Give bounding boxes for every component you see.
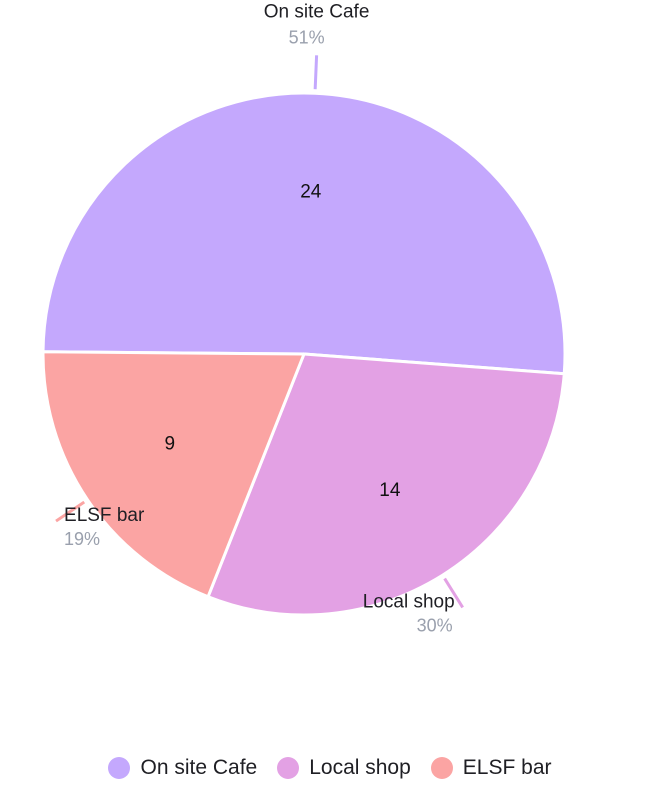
slice-value-label: 14 [379,480,401,501]
slice-value-label: 24 [300,181,322,202]
pie-slice[interactable] [41,91,567,376]
callout-category-label: On site Cafe [264,1,370,22]
callout-category-label: Local shop [363,591,455,612]
legend-swatch [277,757,300,779]
value-labels: 24 14 9 [165,181,401,501]
legend-label: Local shop [309,756,411,779]
callout-connectors [55,55,464,609]
legend-label: ELSF bar [462,756,552,779]
legend-item-elsf-bar[interactable]: ELSF bar [430,756,552,780]
legend: On site Cafe Local shop ELSF bar [0,756,660,780]
callout-percent-label: 30% [417,615,453,635]
pie-slices [41,91,567,617]
legend-swatch [108,757,131,779]
callout-category-label: ELSF bar [64,505,145,526]
callout-line [313,55,319,90]
legend-label: On site Cafe [140,756,258,779]
callout-line [55,500,86,523]
legend-item-on-site-cafe[interactable]: On site Cafe [108,756,257,780]
slice-value-label: 9 [165,433,176,454]
callout-percent-label: 51% [289,27,325,47]
callout-labels: On site Cafe 51% Local shop 30% ELSF bar 19% [64,1,455,635]
legend-item-local-shop[interactable]: Local shop [277,756,411,780]
callout-line [443,577,464,609]
legend-swatch [430,757,453,779]
pie-chart: 24 14 9 On site Cafe 51% Local shop 30% ELSF b… [41,1,567,635]
callout-percent-label: 19% [64,529,100,549]
pie-slice[interactable] [41,350,307,599]
pie-slice[interactable] [206,352,566,617]
